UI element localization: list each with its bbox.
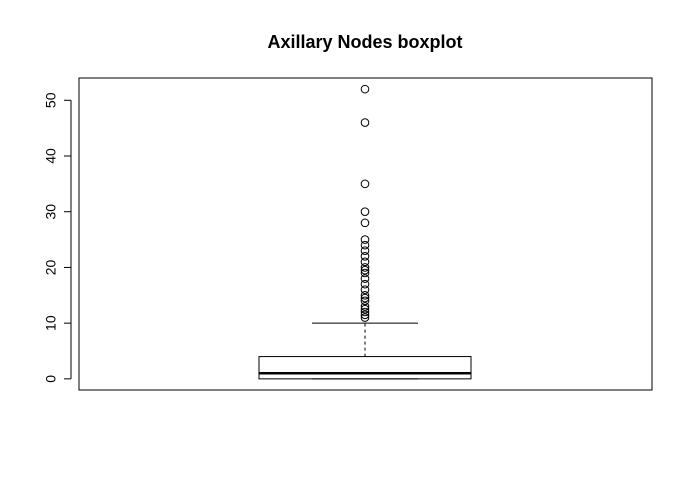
- outlier-point: [360, 84, 370, 94]
- outlier-point: [360, 304, 370, 314]
- outlier-point: [360, 274, 370, 283]
- outlier-point: [360, 285, 370, 295]
- outlier-group: [360, 84, 370, 322]
- outlier-point: [360, 293, 370, 303]
- plot-frame: [78, 77, 653, 391]
- outlier-point: [360, 179, 370, 189]
- y-tick-label: 30: [43, 204, 59, 220]
- outlier-point: [360, 207, 370, 217]
- y-tick-label: 0: [43, 375, 59, 383]
- outlier-point: [360, 307, 370, 317]
- outlier-point: [360, 310, 370, 320]
- iqr-box: [258, 356, 472, 380]
- outlier-point: [360, 257, 370, 267]
- outlier-point: [360, 268, 370, 278]
- outlier-point: [360, 263, 370, 272]
- outlier-point: [360, 246, 370, 256]
- outlier-point: [360, 218, 370, 228]
- outlier-point: [360, 290, 370, 300]
- y-tick-label: 50: [43, 92, 59, 108]
- y-tick-label: 20: [43, 259, 59, 275]
- outlier-point: [360, 279, 370, 289]
- outlier-point: [360, 313, 370, 322]
- outlier-point: [360, 265, 370, 275]
- outlier-point: [360, 302, 370, 311]
- y-tick-label: 40: [43, 148, 59, 164]
- y-axis: 0 10 20 30 40 50: [43, 92, 72, 383]
- chart-title: Axillary Nodes boxplot: [267, 32, 462, 52]
- y-tick-label: 10: [43, 315, 59, 331]
- outlier-point: [360, 118, 370, 127]
- outlier-point: [360, 240, 370, 250]
- box-group: [258, 322, 472, 380]
- outlier-point: [360, 296, 370, 306]
- outlier-point: [360, 251, 370, 261]
- outlier-point: [360, 235, 370, 244]
